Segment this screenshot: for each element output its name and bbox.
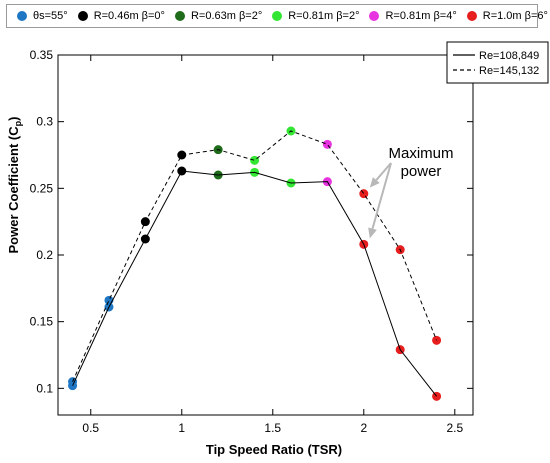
legend-item: R=0.63m β=2° — [174, 10, 263, 22]
legend-label: θs=55° — [33, 10, 68, 22]
x-tick-label: 1 — [178, 421, 185, 435]
y-axis-title-close: ) — [6, 117, 21, 121]
legend-label: R=0.81m β=4° — [385, 10, 457, 22]
data-point — [359, 189, 369, 199]
legend-series-name: Re=108,849 — [479, 50, 539, 62]
y-tick-label: 0.35 — [30, 48, 54, 62]
legend-item: R=0.81m β=2° — [272, 10, 359, 22]
legend-series-name: Re=145,132 — [479, 65, 539, 77]
x-tick-label: 2.5 — [446, 421, 463, 435]
annotation-arrow — [375, 162, 392, 181]
data-point — [322, 139, 332, 149]
series-color-legend: θs=55° R=0.46m β=0° R=0.63m β=2° R=0.81m β=… — [6, 4, 548, 28]
y-tick-label: 0.3 — [36, 115, 53, 129]
x-tick-label: 0.5 — [82, 421, 99, 435]
legend-label: R=0.81m β=2° — [288, 10, 360, 22]
y-axis-title-sub: p — [13, 120, 23, 126]
legend-marker — [77, 11, 88, 21]
y-tick-label: 0.1 — [36, 381, 53, 395]
series-line — [72, 170, 437, 397]
y-tick-label: 0.2 — [36, 248, 53, 262]
legend-label: R=1.0m β=6° — [482, 10, 548, 22]
legend-marker — [17, 11, 27, 21]
plot-frame — [57, 54, 474, 416]
y-tick-label: 0.15 — [30, 315, 54, 329]
legend-item: θs=55° — [17, 10, 68, 22]
legend-marker — [369, 11, 380, 21]
legend-item: R=1.0m β=6° — [466, 10, 548, 22]
legend-item: R=0.46m β=0° — [77, 10, 165, 22]
y-axis-title-main: Power Coefficient (C — [6, 126, 21, 254]
y-tick-label: 0.25 — [30, 181, 54, 195]
data-point — [177, 150, 187, 160]
annotation-arrow — [371, 162, 392, 229]
x-tick-label: 2 — [360, 421, 367, 435]
legend-marker — [272, 11, 283, 21]
x-tick-label: 1.5 — [264, 421, 281, 435]
markers — [68, 126, 442, 401]
annotation-arrowhead — [369, 177, 380, 188]
legend-marker — [466, 11, 477, 21]
y-axis-title: Power Coefficient (Cp) — [6, 117, 23, 254]
legend-label: R=0.46m β=0° — [93, 10, 165, 22]
x-axis-title: Tip Speed Ratio (TSR) — [206, 442, 342, 457]
annotation-line2: power — [401, 163, 442, 180]
legend-item: R=0.81m β=4° — [369, 10, 457, 22]
annotation-line1: Maximum — [388, 145, 453, 162]
legend-marker — [174, 11, 185, 21]
annotation-arrowhead — [368, 227, 377, 239]
legend-label: R=0.63m β=2° — [190, 10, 263, 22]
line-legend-box — [446, 41, 549, 84]
